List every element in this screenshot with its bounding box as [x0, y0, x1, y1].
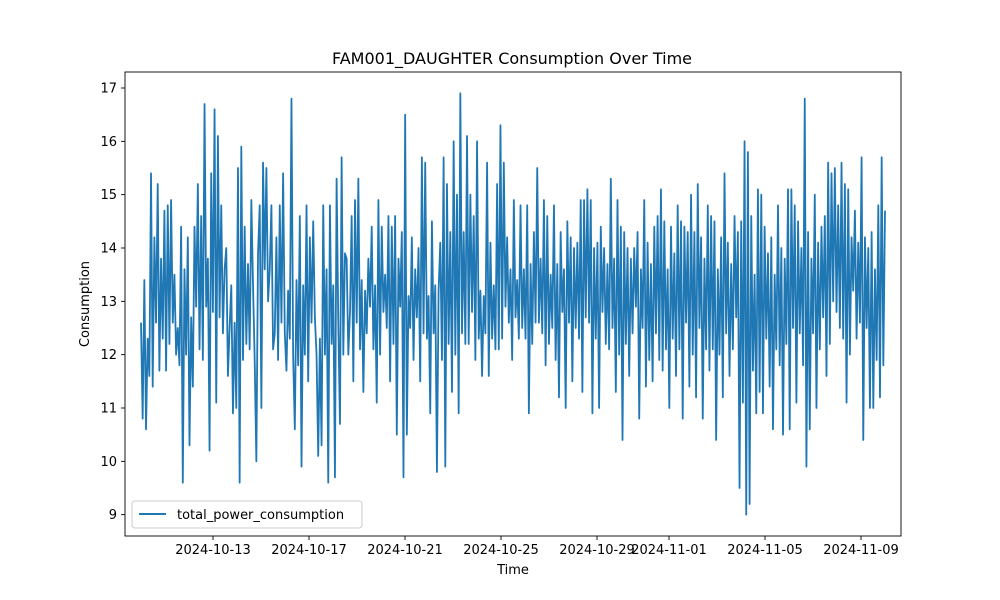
- y-tick-label: 15: [100, 188, 117, 203]
- series-line-0: [140, 92, 886, 516]
- legend: total_power_consumption: [131, 500, 363, 529]
- y-tick-label: 14: [100, 242, 117, 257]
- legend-label: total_power_consumption: [177, 508, 344, 523]
- x-axis: 2024-10-13 2024-10-17 2024-10-21 2024-10-25…: [175, 536, 899, 558]
- x-tick-label: 2024-10-17: [271, 543, 347, 558]
- y-tick-label: 13: [100, 295, 117, 310]
- x-tick-label: 2024-11-01: [631, 543, 707, 558]
- x-tick-label: 2024-10-29: [559, 543, 635, 558]
- x-tick-label: 2024-10-25: [463, 543, 539, 558]
- plot-area-frame: [124, 71, 902, 537]
- x-tick-label: 2024-10-13: [175, 543, 251, 558]
- y-tick-label: 16: [100, 135, 117, 150]
- x-tick-label: 2024-11-05: [727, 543, 803, 558]
- x-tick-label: 2024-10-21: [367, 543, 443, 558]
- chart-title: FAM001_DAUGHTER Consumption Over Time: [332, 49, 692, 69]
- y-tick-label: 17: [100, 82, 117, 97]
- x-axis-label: Time: [496, 563, 529, 578]
- legend-box: [131, 500, 363, 529]
- y-tick-label: 12: [100, 348, 117, 363]
- y-tick-label: 11: [100, 402, 117, 417]
- y-tick-label: 9: [109, 508, 117, 523]
- y-tick-label: 10: [100, 455, 117, 470]
- y-axis-label: Consumption: [78, 261, 93, 347]
- series-layer: [140, 92, 886, 516]
- y-axis: 9 10 11 12 13 14 15 16 17: [100, 82, 125, 523]
- x-tick-label: 2024-11-09: [823, 543, 899, 558]
